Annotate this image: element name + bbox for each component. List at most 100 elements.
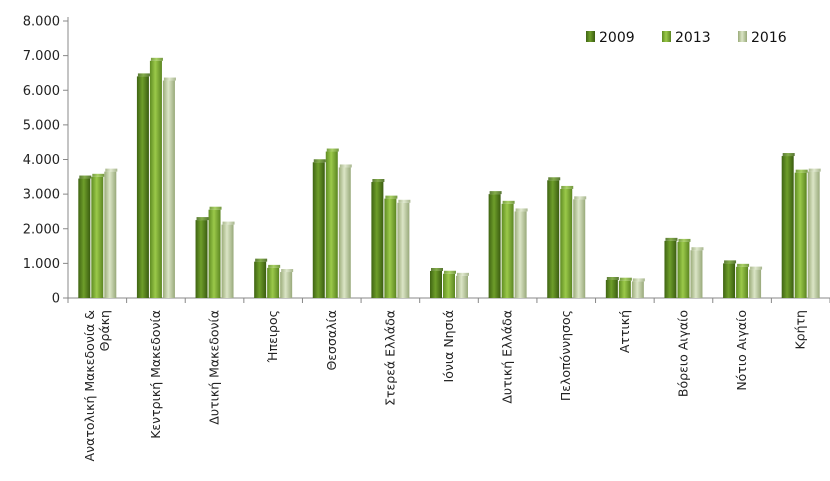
bar-2013 [677, 242, 689, 298]
bar-2013 [443, 274, 455, 298]
bar-top-2016 [516, 208, 528, 211]
bar-2016 [690, 250, 702, 298]
bar-top-2013 [92, 174, 104, 177]
legend-label: 2009 [599, 30, 635, 46]
bar-2013 [150, 61, 162, 298]
bar-top-2013 [385, 196, 397, 199]
bar-top-2009 [372, 179, 384, 182]
bar-top-2013 [327, 149, 339, 152]
bar-2013 [795, 173, 807, 298]
y-axis: 0 1.000 2.000 3.000 4.000 5.000 6.000 7.000 8.00… [23, 15, 68, 307]
bar-2009 [313, 162, 325, 298]
y-tick-label: 1.000 [23, 257, 60, 272]
x-axis: Ανατολική Μακεδονία & Θράκη Κεντρική Μακεδ… [68, 298, 830, 461]
bar-2016 [222, 225, 234, 298]
category-label: Δυτική Μακεδονία [207, 310, 222, 425]
bar-top-2009 [607, 277, 619, 280]
category-label: Ιόνια Νησιά [441, 310, 456, 382]
bar-2013 [267, 268, 279, 298]
y-tick-label: 4.000 [23, 153, 60, 168]
category-label: Στερεά Ελλάδα [382, 310, 397, 406]
legend-swatch-2013 [662, 31, 671, 42]
y-tick-label: 7.000 [23, 49, 60, 64]
bar-top-2016 [691, 247, 703, 250]
bar-top-2013 [444, 271, 456, 274]
bar-top-2013 [796, 170, 808, 173]
category-label: Βόρειο Αιγαίο [675, 310, 690, 397]
bar-top-2013 [737, 264, 749, 267]
legend-swatch-2016 [738, 31, 747, 42]
bar-2016 [339, 167, 351, 298]
category-label: Θράκη [97, 310, 112, 351]
bar-top-2009 [665, 238, 677, 241]
bar-top-2009 [548, 177, 560, 180]
bar-top-2009 [255, 259, 267, 262]
bar-2016 [749, 270, 761, 298]
bar-top-2016 [223, 222, 235, 225]
category-label: Ήπειρος [265, 310, 280, 363]
bar-2009 [606, 280, 618, 298]
bar-top-2013 [678, 239, 690, 242]
legend-swatch-2009 [586, 31, 595, 42]
category-label: Ανατολική Μακεδονία & [82, 310, 97, 462]
bar-2016 [104, 172, 116, 298]
bar-top-2016 [750, 267, 762, 270]
bar-top-2016 [340, 164, 352, 167]
category-label: Αττική [617, 310, 632, 353]
bar-2016 [456, 276, 468, 298]
bar-top-2016 [457, 273, 469, 276]
bar-2009 [664, 241, 676, 298]
bar-top-2009 [783, 153, 795, 156]
bar-2009 [371, 182, 383, 298]
bar-top-2016 [809, 169, 821, 172]
bar-top-2016 [633, 278, 645, 281]
bar-2009 [137, 76, 149, 298]
y-tick-label: 6.000 [23, 84, 60, 99]
bar-2009 [430, 271, 442, 298]
bar-top-2016 [281, 269, 293, 272]
bar-top-2009 [79, 176, 91, 179]
bar-2009 [489, 194, 501, 298]
category-label: Θεσσαλία [324, 310, 339, 371]
bar-top-2016 [398, 200, 410, 203]
bar-2016 [632, 281, 644, 298]
bar-top-2009 [431, 268, 443, 271]
bars [78, 58, 820, 298]
legend-label: 2016 [751, 30, 787, 46]
category-label: Κεντρική Μακεδονία [148, 310, 163, 439]
bar-2016 [163, 81, 175, 298]
category-label: Κρήτη [793, 310, 808, 350]
category-label: Νότιο Αιγαίο [734, 310, 749, 391]
bar-top-2013 [151, 58, 163, 61]
bar-top-2016 [574, 196, 586, 199]
y-tick-label: 8.000 [23, 15, 60, 30]
bar-2009 [254, 262, 266, 298]
bar-top-2013 [561, 186, 573, 189]
bar-top-2009 [197, 217, 209, 220]
bar-2013 [502, 204, 514, 298]
bar-2009 [196, 220, 208, 298]
bar-top-2013 [210, 207, 222, 210]
bar-top-2009 [490, 191, 502, 194]
bar-top-2016 [164, 78, 176, 81]
y-tick-label: 5.000 [23, 118, 60, 133]
bar-top-2016 [105, 169, 117, 172]
bar-2013 [560, 189, 572, 298]
bar-top-2009 [724, 260, 736, 263]
bar-top-2009 [314, 159, 326, 162]
bar-2016 [515, 211, 527, 298]
bar-top-2013 [620, 278, 632, 281]
y-tick-label: 2.000 [23, 222, 60, 237]
bar-2013 [619, 281, 631, 298]
bar-2013 [384, 199, 396, 298]
bar-2016 [573, 199, 585, 298]
legend-label: 2013 [675, 30, 711, 46]
bar-2013 [209, 210, 221, 298]
bar-2013 [326, 152, 338, 298]
bar-2016 [808, 172, 820, 298]
bar-2009 [723, 263, 735, 298]
bar-2013 [91, 177, 103, 298]
bar-top-2013 [503, 201, 515, 204]
bar-top-2013 [268, 265, 280, 268]
